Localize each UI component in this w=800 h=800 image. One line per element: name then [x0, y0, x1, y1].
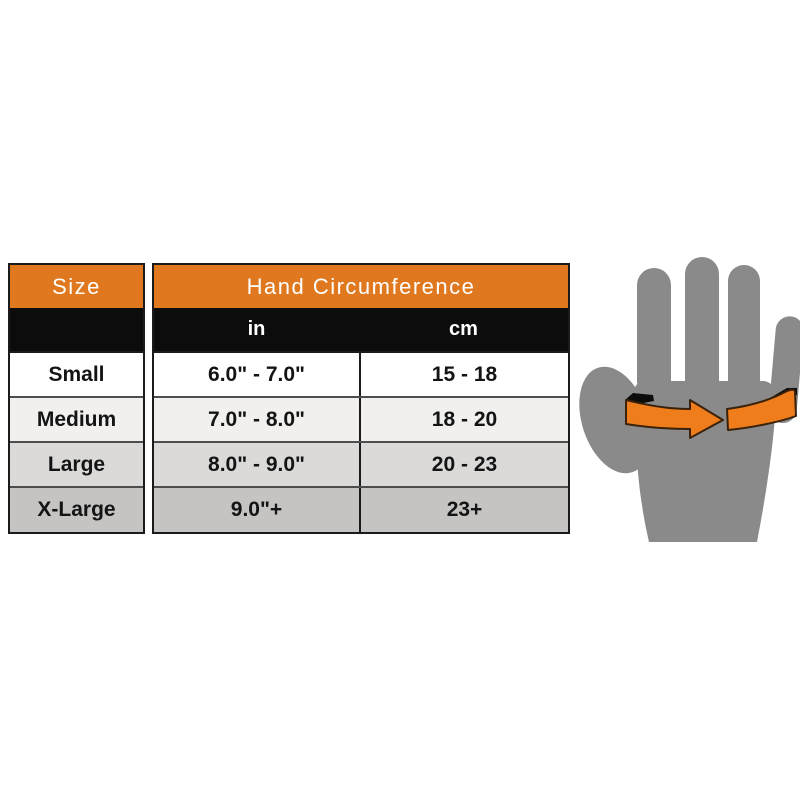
inches-value: 9.0"+	[230, 498, 283, 521]
size-table-subheader-spacer	[10, 308, 143, 351]
centimeters-value: 23+	[359, 488, 568, 532]
table-row: X-Large	[10, 486, 143, 532]
centimeters-value: 20 - 23	[359, 443, 568, 486]
size-label: X-Large	[37, 498, 116, 521]
unit-label-centimeters: cm	[449, 318, 478, 340]
tape-band-right	[726, 388, 797, 431]
size-label: Medium	[36, 407, 117, 431]
table-row: 8.0" - 9.0" 20 - 23	[154, 441, 568, 486]
inches-value: 8.0" - 9.0"	[208, 452, 305, 476]
hand-measurement-illustration	[573, 248, 800, 544]
table-row: 7.0" - 8.0" 18 - 20	[154, 396, 568, 441]
inches-value: 7.0" - 8.0"	[208, 407, 305, 431]
unit-header-row: in cm	[154, 308, 568, 351]
size-label: Small	[48, 362, 105, 386]
inches-value: 6.0" - 7.0"	[208, 362, 305, 386]
size-table: Size Small Medium Large X-Large	[8, 263, 145, 534]
centimeters-value: 15 - 18	[359, 353, 568, 396]
table-row: 6.0" - 7.0" 15 - 18	[154, 351, 568, 396]
hand-with-measuring-tape-icon	[579, 257, 800, 542]
table-row: Medium	[10, 396, 143, 441]
table-row: 9.0"+ 23+	[154, 486, 568, 532]
centimeters-value: 18 - 20	[359, 398, 568, 441]
size-label: Large	[47, 452, 106, 476]
size-table-header: Size	[10, 265, 143, 308]
table-row: Large	[10, 441, 143, 486]
hand-circumference-table: Hand Circumference in cm 6.0" - 7.0" 15 …	[152, 263, 570, 534]
tape-arrow-icon	[625, 399, 724, 439]
table-row: Small	[10, 351, 143, 396]
circumference-table-header: Hand Circumference	[154, 265, 568, 308]
unit-label-inches: in	[247, 318, 266, 340]
